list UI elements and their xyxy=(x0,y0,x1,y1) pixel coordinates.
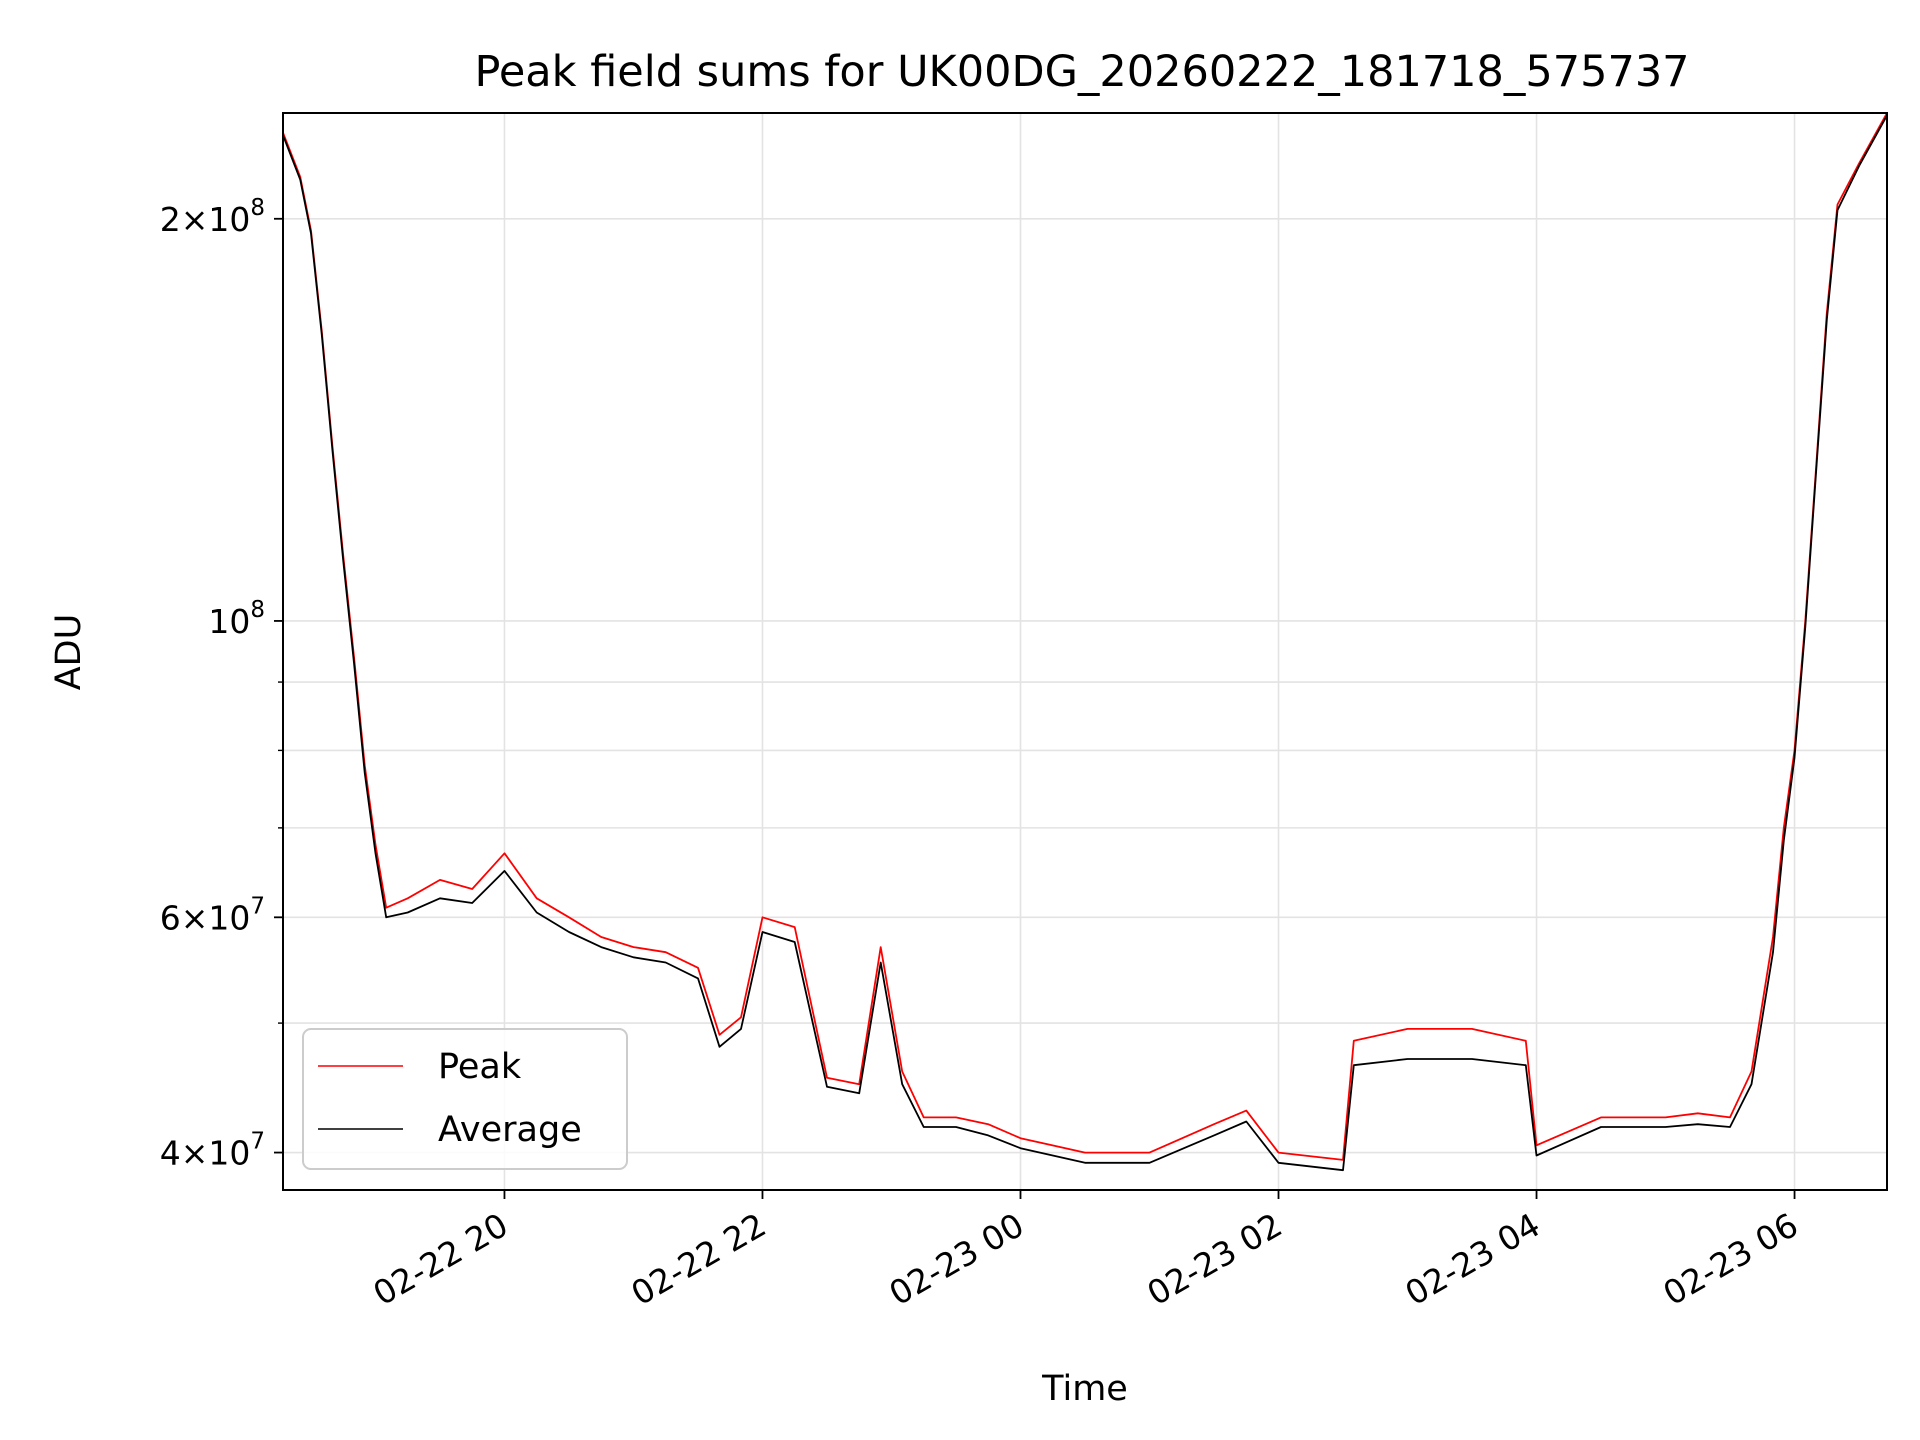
y-axis-ticks: 4×107 6×107 108 2×108 xyxy=(160,195,283,1173)
legend-label-peak: Peak xyxy=(438,1047,522,1087)
plot-area-frame xyxy=(282,112,1888,1191)
y-tick-label: 2×108 xyxy=(160,195,265,239)
x-tick-label: 02-22 20 xyxy=(366,1205,514,1313)
y-axis-label: ADU xyxy=(49,614,89,691)
series-layer xyxy=(282,112,1888,1172)
legend-label-average: Average xyxy=(438,1110,582,1150)
y-tick-label: 6×107 xyxy=(160,893,265,937)
x-tick-label: 02-23 06 xyxy=(1657,1205,1805,1313)
x-tick-label: 02-23 00 xyxy=(882,1205,1030,1313)
series-line-peak xyxy=(282,112,1888,1161)
x-axis-ticks: 02-22 20 02-22 22 02-23 00 02-23 02 02-23 04… xyxy=(366,1190,1805,1313)
legend: Peak Average xyxy=(302,1028,628,1170)
legend-box xyxy=(302,1028,628,1170)
series-line-average xyxy=(282,114,1888,1172)
x-tick-label: 02-23 04 xyxy=(1399,1205,1547,1313)
x-tick-label: 02-23 02 xyxy=(1141,1205,1289,1313)
y-tick-label: 108 xyxy=(208,597,265,641)
x-axis-label: Time xyxy=(1041,1369,1128,1409)
x-tick-label: 02-22 22 xyxy=(624,1205,772,1313)
y-tick-label: 4×107 xyxy=(160,1129,265,1173)
chart-title: Peak field sums for UK00DG_20260222_1817… xyxy=(474,47,1689,97)
